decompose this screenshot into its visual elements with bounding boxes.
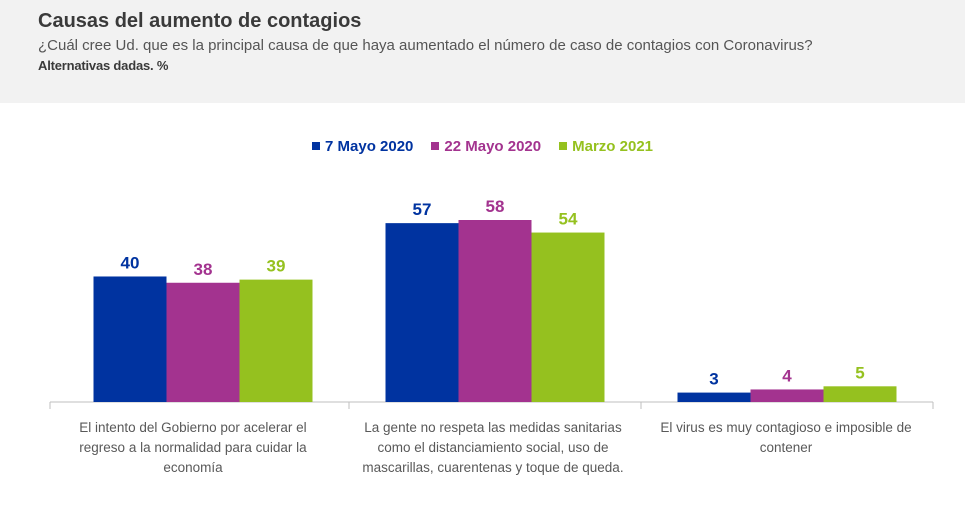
- legend-item-series-3: Marzo 2021: [559, 136, 653, 156]
- data-label-cat3-series1: 3: [709, 370, 718, 389]
- bar-cat1-series2: [166, 282, 240, 402]
- data-label-cat2-series2: 58: [486, 197, 505, 216]
- bar-cat3-series2: [750, 389, 824, 402]
- page-note: Alternativas dadas. %: [38, 58, 169, 73]
- bar-cat1-series1: [93, 276, 167, 402]
- legend-swatch-series-3: [559, 142, 568, 150]
- data-label-cat2-series1: 57: [413, 200, 432, 219]
- data-label-cat1-series3: 39: [267, 257, 286, 276]
- data-label-cat2-series3: 54: [559, 210, 578, 229]
- legend-label-series-3: Marzo 2021: [572, 137, 653, 155]
- bar-cat1-series3: [239, 279, 313, 402]
- data-label-cat1-series1: 40: [121, 253, 140, 272]
- page-subtitle: ¿Cuál cree Ud. que es la principal causa…: [38, 37, 813, 54]
- bar-cat2-series1: [385, 223, 459, 402]
- category-label-1: El intento del Gobierno por acelerar el …: [79, 420, 307, 475]
- bar-cat3-series3: [823, 386, 897, 402]
- page-title: Causas del aumento de contagios: [38, 10, 362, 32]
- legend-swatch-series-2: [431, 142, 440, 150]
- category-label-3: El virus es muy contagioso e imposible d…: [660, 420, 912, 455]
- legend-label-series-1: 7 Mayo 2020: [325, 137, 414, 155]
- data-label-cat3-series3: 5: [855, 363, 864, 382]
- legend-swatch-series-1: [312, 142, 320, 150]
- legend-label-series-2: 22 Mayo 2020: [444, 137, 542, 155]
- bar-cat2-series2: [458, 220, 532, 402]
- chart-legend: 7 Mayo 2020 22 Mayo 2020 Marzo 2021: [0, 136, 965, 156]
- bar-cat2-series3: [531, 232, 605, 402]
- data-label-cat3-series2: 4: [782, 366, 792, 385]
- header-panel: Causas del aumento de contagios ¿Cuál cr…: [0, 0, 965, 103]
- legend-item-series-1: 7 Mayo 2020: [312, 136, 413, 156]
- data-label-cat1-series2: 38: [194, 260, 213, 279]
- category-label-2: La gente no respeta las medidas sanitari…: [362, 420, 624, 475]
- legend-item-series-2: 22 Mayo 2020: [431, 136, 541, 156]
- bar-cat3-series1: [677, 392, 751, 402]
